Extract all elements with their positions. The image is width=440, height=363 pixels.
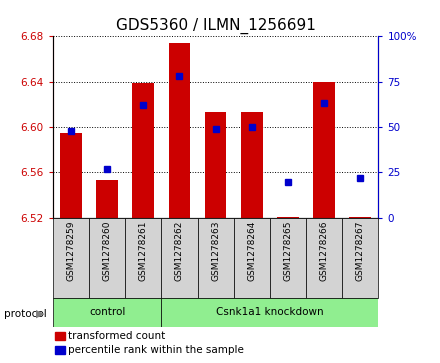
Bar [241,112,263,218]
Bar [125,218,161,298]
Bar [169,43,190,218]
Text: GSM1278264: GSM1278264 [247,220,256,281]
Text: control: control [89,307,125,317]
Bar [342,218,378,298]
Bar [313,82,335,218]
Bar [53,298,161,327]
Text: GSM1278262: GSM1278262 [175,220,184,281]
Title: GDS5360 / ILMN_1256691: GDS5360 / ILMN_1256691 [116,17,315,33]
Text: GSM1278265: GSM1278265 [283,220,293,281]
Text: Csnk1a1 knockdown: Csnk1a1 knockdown [216,307,324,317]
Bar [198,218,234,298]
Text: GSM1278260: GSM1278260 [103,220,112,281]
Bar [161,298,378,327]
Text: percentile rank within the sample: percentile rank within the sample [68,344,244,355]
Bar [60,133,82,218]
Text: GSM1278259: GSM1278259 [66,220,75,281]
Bar [270,218,306,298]
Bar [89,218,125,298]
Bar [306,218,342,298]
Text: GSM1278266: GSM1278266 [319,220,329,281]
Text: protocol: protocol [4,309,47,319]
Bar [53,218,89,298]
Bar [234,218,270,298]
Bar [132,83,154,218]
Bar [161,218,198,298]
Text: GSM1278261: GSM1278261 [139,220,148,281]
Bar [349,217,371,218]
Text: GSM1278263: GSM1278263 [211,220,220,281]
Text: ▶: ▶ [36,309,44,319]
Text: GSM1278267: GSM1278267 [356,220,365,281]
Text: transformed count: transformed count [68,331,165,341]
Bar [277,217,299,218]
Bar [205,112,227,218]
Bar [96,180,118,218]
